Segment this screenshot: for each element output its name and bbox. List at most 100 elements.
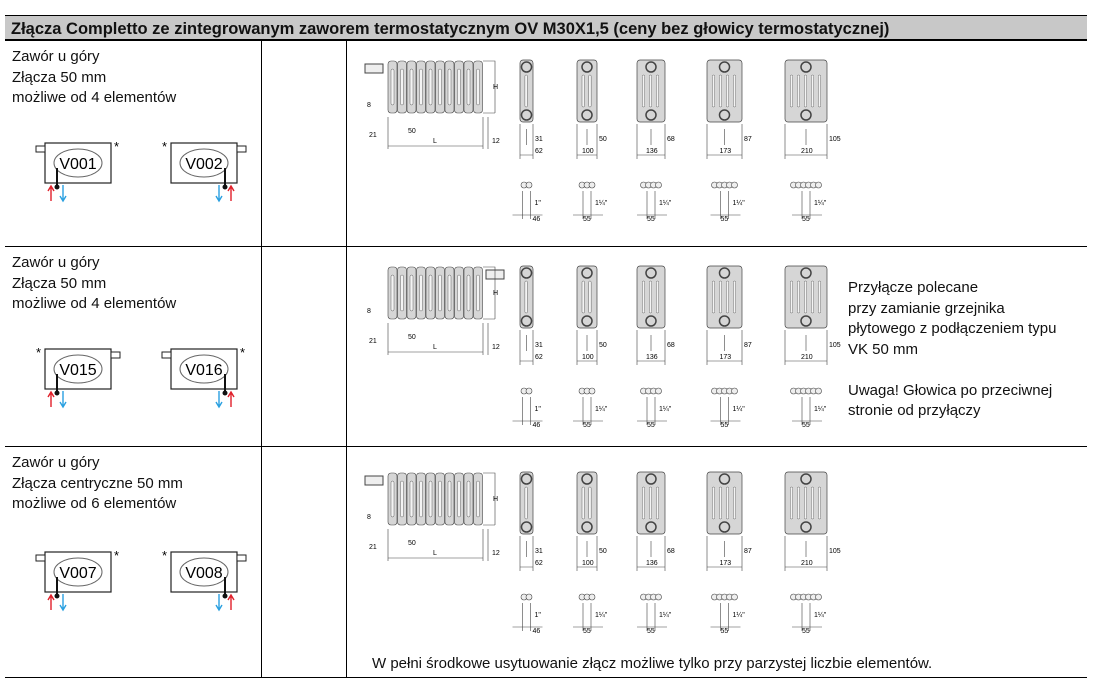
connection-dot [54, 593, 60, 599]
supply-arrow-icon [227, 390, 235, 407]
supply-arrow-icon [227, 593, 235, 610]
connection-symbol-V008: V008 * [162, 548, 247, 612]
width-label: 173 [720, 354, 732, 361]
width-label: 100 [582, 354, 594, 361]
supply-arrow-icon [47, 593, 55, 610]
supply-arrow-icon [47, 390, 55, 407]
section-view: 31 62 [519, 59, 543, 159]
description-cell: Zawór u góry Złącza 50 mm możliwe od 4 ele… [5, 41, 262, 246]
width-label: 136 [646, 148, 658, 155]
pipe-spacing-label: 55 [647, 422, 655, 429]
half-width-label: 50 [599, 342, 607, 349]
valve-head-icon [110, 351, 121, 359]
note-line: stronie od przyłączy [848, 402, 981, 419]
description-line: możliwe od 4 elementów [12, 89, 177, 106]
pipe-view: 1¼" 55 [637, 181, 672, 223]
note-line: Przyłącze polecane [848, 279, 979, 296]
section-view: 68 136 [636, 265, 675, 365]
dimension-label: 12 [492, 344, 500, 351]
half-width-label: 87 [744, 342, 752, 349]
half-width-label: 87 [744, 136, 752, 143]
pipe-size-label: 1" [535, 612, 542, 619]
symbol-code: V007 [59, 565, 96, 582]
width-label: 136 [646, 560, 658, 567]
pipe-size-label: 1¼" [659, 612, 672, 619]
pipe-size-label: 1¼" [595, 200, 608, 207]
section-view: 50 100 [576, 265, 607, 365]
radiator-front-view [387, 60, 483, 114]
description-cell: Zawór u góry Złącza 50 mm możliwe od 4 ele… [5, 247, 262, 446]
pipe-size-label: 1¼" [814, 612, 827, 619]
pipe-spacing-label: 46 [533, 216, 541, 223]
pipe-size-label: 1¼" [595, 612, 608, 619]
pipe-view: 1¼" 55 [790, 181, 827, 223]
pipe-view: 1¼" 55 [573, 593, 608, 635]
asterisk: * [36, 345, 41, 360]
description: Zawór u góry Złącza 50 mm możliwe od 4 ele… [12, 253, 176, 315]
valve-icon [364, 63, 384, 74]
half-width-label: 68 [667, 342, 675, 349]
code-ellipse [179, 557, 229, 587]
pipe-view: 1¼" 55 [710, 593, 745, 635]
length-label: L [433, 550, 437, 557]
width-label: 210 [801, 148, 813, 155]
section-view: 50 100 [576, 471, 607, 571]
pipe-view: 1¼" 55 [637, 387, 672, 429]
half-width-label: 87 [744, 548, 752, 555]
return-arrow-icon [59, 185, 67, 203]
pipe-spacing-label: 55 [647, 216, 655, 223]
connection-dot [54, 390, 60, 396]
note-line: Uwaga! Głowica po przeciwnej [848, 381, 1053, 399]
pipe-view: 1¼" 55 [637, 593, 672, 635]
width-label: 210 [801, 560, 813, 567]
height-label: H [493, 496, 498, 503]
section-view: 105 210 [784, 59, 841, 159]
section-view: 50 100 [576, 59, 607, 159]
valve-head-icon [236, 145, 247, 153]
width-label: 210 [801, 354, 813, 361]
section-view: 68 136 [636, 471, 675, 571]
asterisk: * [114, 139, 119, 154]
pipe-spacing-label: 55 [583, 216, 591, 223]
pipe-spacing-label: 55 [802, 628, 810, 635]
pipe-view: 1¼" 55 [790, 387, 827, 429]
pipe-spacing-label: 55 [802, 216, 810, 223]
dimension-label: 21 [369, 338, 377, 345]
connection-dot [222, 390, 228, 396]
empty-cell [262, 41, 347, 246]
code-ellipse [53, 354, 103, 384]
symbol-code: V015 [59, 362, 96, 379]
dimension-label: 50 [408, 334, 416, 341]
code-ellipse [53, 148, 103, 178]
empty-cell [262, 447, 347, 677]
half-width-label: 68 [667, 136, 675, 143]
connection-symbol-V016: V016 * [161, 345, 245, 409]
description-line: możliwe od 4 elementów [12, 295, 177, 312]
description-line: Złącza centryczne 50 mm [12, 474, 183, 492]
radiator-front-view [387, 266, 483, 320]
pipe-spacing-label: 55 [583, 628, 591, 635]
table-row: Zawór u góry Złącza 50 mm możliwe od 4 ele… [5, 247, 1087, 447]
half-width-label: 105 [829, 548, 841, 555]
half-width-label: 105 [829, 136, 841, 143]
pipe-size-label: 1¼" [733, 406, 746, 413]
valve-icon [364, 475, 384, 486]
radiator-dimension-drawing: H L 8 21 50 12 31 62 1" 46 50 100 1¼" 55 68 136 1¼" 55 87 1… [364, 59, 841, 223]
footnote: W pełni środkowe usytuowanie złącz możli… [372, 655, 933, 672]
return-arrow-icon [215, 594, 223, 612]
pipe-size-label: 1¼" [659, 200, 672, 207]
pipe-size-label: 1¼" [814, 406, 827, 413]
asterisk: * [162, 139, 167, 154]
code-ellipse [53, 557, 103, 587]
pipe-spacing-label: 46 [533, 422, 541, 429]
dimension-label: 12 [492, 550, 500, 557]
valve-head-icon [35, 554, 46, 562]
half-width-label: 31 [535, 136, 543, 143]
pipe-view: 1¼" 55 [573, 181, 608, 223]
connection-dot [222, 184, 228, 190]
note-line [848, 360, 1056, 381]
description-line: możliwe od 6 elementów [12, 495, 177, 512]
pipe-spacing-label: 46 [533, 628, 541, 635]
valve-head-icon [161, 351, 172, 359]
